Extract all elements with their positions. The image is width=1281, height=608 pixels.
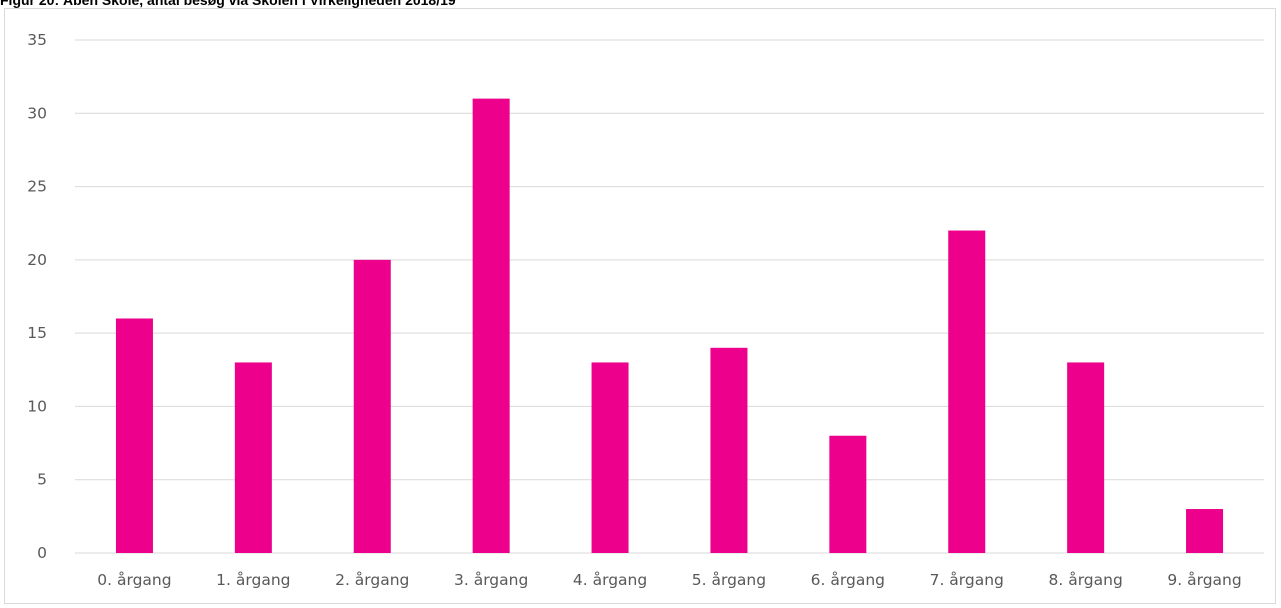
- x-tick-label: 6. årgang: [811, 571, 885, 589]
- bar: [115, 318, 153, 553]
- bar: [710, 347, 748, 553]
- chart-title: Figur 20: Åben Skole, antal besøg via Sk…: [0, 0, 456, 8]
- gridlines: [75, 39, 1264, 554]
- x-axis-ticks: 0. årgang 1. årgang 2. årgang 3. årgang 4. å…: [97, 571, 1241, 589]
- y-tick-label: 20: [27, 251, 47, 269]
- bars: [115, 98, 1224, 554]
- y-tick-label: 30: [27, 104, 47, 122]
- x-tick-label: 5. årgang: [692, 571, 766, 589]
- y-axis-ticks: 0 5 10 15 20 25 30 35: [27, 31, 47, 562]
- x-tick-label: 3. årgang: [454, 571, 528, 589]
- y-tick-label: 0: [37, 544, 47, 562]
- bar: [234, 362, 272, 553]
- bar: [829, 435, 867, 553]
- bar: [1067, 362, 1105, 553]
- chart-frame: [4, 8, 1276, 604]
- y-tick-label: 35: [27, 31, 47, 49]
- x-tick-label: 7. årgang: [930, 571, 1004, 589]
- bar: [472, 98, 510, 553]
- x-tick-label: 2. årgang: [335, 571, 409, 589]
- bar: [948, 230, 986, 554]
- y-tick-label: 10: [27, 397, 47, 415]
- y-tick-label: 5: [37, 471, 47, 489]
- x-tick-label: 4. årgang: [573, 571, 647, 589]
- x-tick-label: 9. årgang: [1167, 571, 1241, 589]
- bar: [591, 362, 629, 553]
- bar: [1186, 509, 1224, 553]
- y-tick-label: 15: [27, 324, 47, 342]
- x-tick-label: 1. årgang: [216, 571, 290, 589]
- x-tick-label: 8. årgang: [1048, 571, 1122, 589]
- y-tick-label: 25: [27, 178, 47, 196]
- x-tick-label: 0. årgang: [97, 571, 171, 589]
- bar: [353, 259, 391, 553]
